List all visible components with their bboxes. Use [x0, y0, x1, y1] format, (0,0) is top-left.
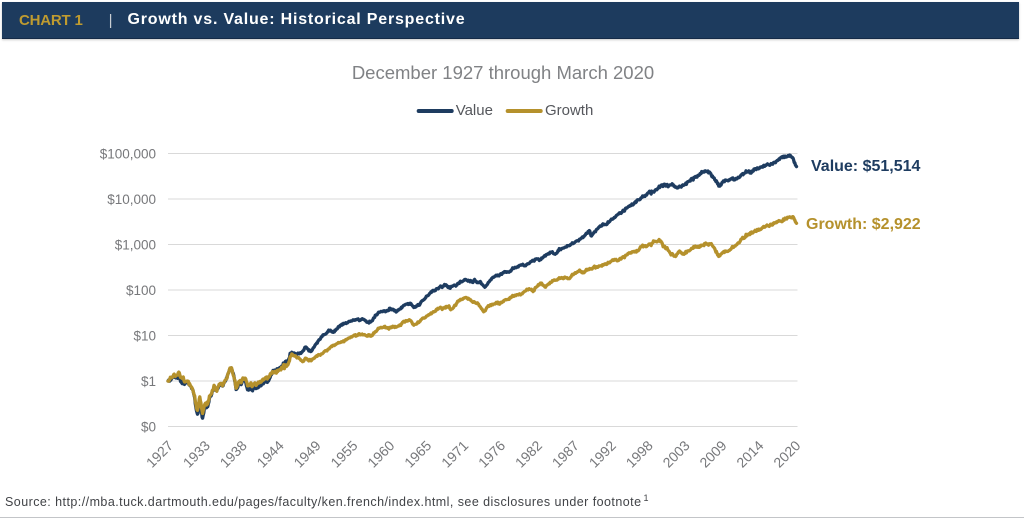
x-tick-label: 1976: [475, 437, 508, 470]
value-end-label: Value: $51,514: [811, 158, 921, 175]
x-tick-label: 1944: [253, 437, 286, 470]
legend-label-growth: Growth: [544, 102, 594, 119]
x-tick-label: 1927: [143, 437, 176, 470]
source-text: Source: http://mba.tuck.dartmouth.edu/pa…: [5, 495, 642, 510]
value-line-swatch: [416, 108, 454, 113]
legend-item-value: Value: [416, 102, 493, 119]
x-tick-label: 1992: [586, 437, 619, 470]
x-tick-label: 1949: [290, 437, 323, 470]
footnote-superscript: 1: [643, 493, 649, 503]
growth-line: [166, 215, 799, 416]
x-tick-label: 1998: [623, 437, 656, 470]
header-separator: |: [108, 11, 113, 29]
y-tick-label: $0: [141, 420, 156, 435]
growth-end-label: Growth: $2,922: [806, 216, 921, 233]
x-tick-label: 2014: [733, 437, 766, 470]
x-tick-label: 2003: [659, 437, 692, 470]
x-tick-label: 1987: [549, 437, 582, 470]
legend-item-growth: Growth: [505, 102, 594, 119]
x-tick-label: 2009: [696, 437, 729, 470]
header-title: Growth vs. Value: Historical Perspective: [127, 11, 466, 28]
x-tick-label: 1960: [364, 437, 397, 470]
x-tick-label: 2020: [770, 437, 803, 470]
x-tick-label: 1933: [180, 437, 213, 470]
chart-subtitle: December 1927 through March 2020: [351, 62, 655, 83]
y-tick-label: $1,000: [115, 238, 156, 253]
y-tick-label: $10,000: [107, 192, 156, 207]
x-tick-label: 1982: [512, 437, 545, 470]
y-tick-label: $10: [133, 329, 156, 344]
source-note: Source: http://mba.tuck.dartmouth.edu/pa…: [5, 493, 649, 509]
y-tick-label: $100: [126, 283, 156, 298]
x-tick-label: 1955: [327, 437, 360, 470]
bottom-divider: [0, 517, 1024, 518]
growth-line-swatch: [505, 108, 543, 113]
x-tick-label: 1938: [217, 437, 250, 470]
y-tick-label: $100,000: [100, 147, 156, 162]
y-tick-label: $1: [141, 374, 156, 389]
x-tick-label: 1971: [438, 437, 471, 470]
legend-label-value: Value: [455, 102, 493, 119]
header-bar: CHART 1 | Growth vs. Value: Historical P…: [2, 2, 1019, 39]
legend: Value Growth: [416, 102, 594, 119]
x-tick-label: 1965: [401, 437, 434, 470]
chart-number-label: CHART 1: [19, 11, 83, 29]
